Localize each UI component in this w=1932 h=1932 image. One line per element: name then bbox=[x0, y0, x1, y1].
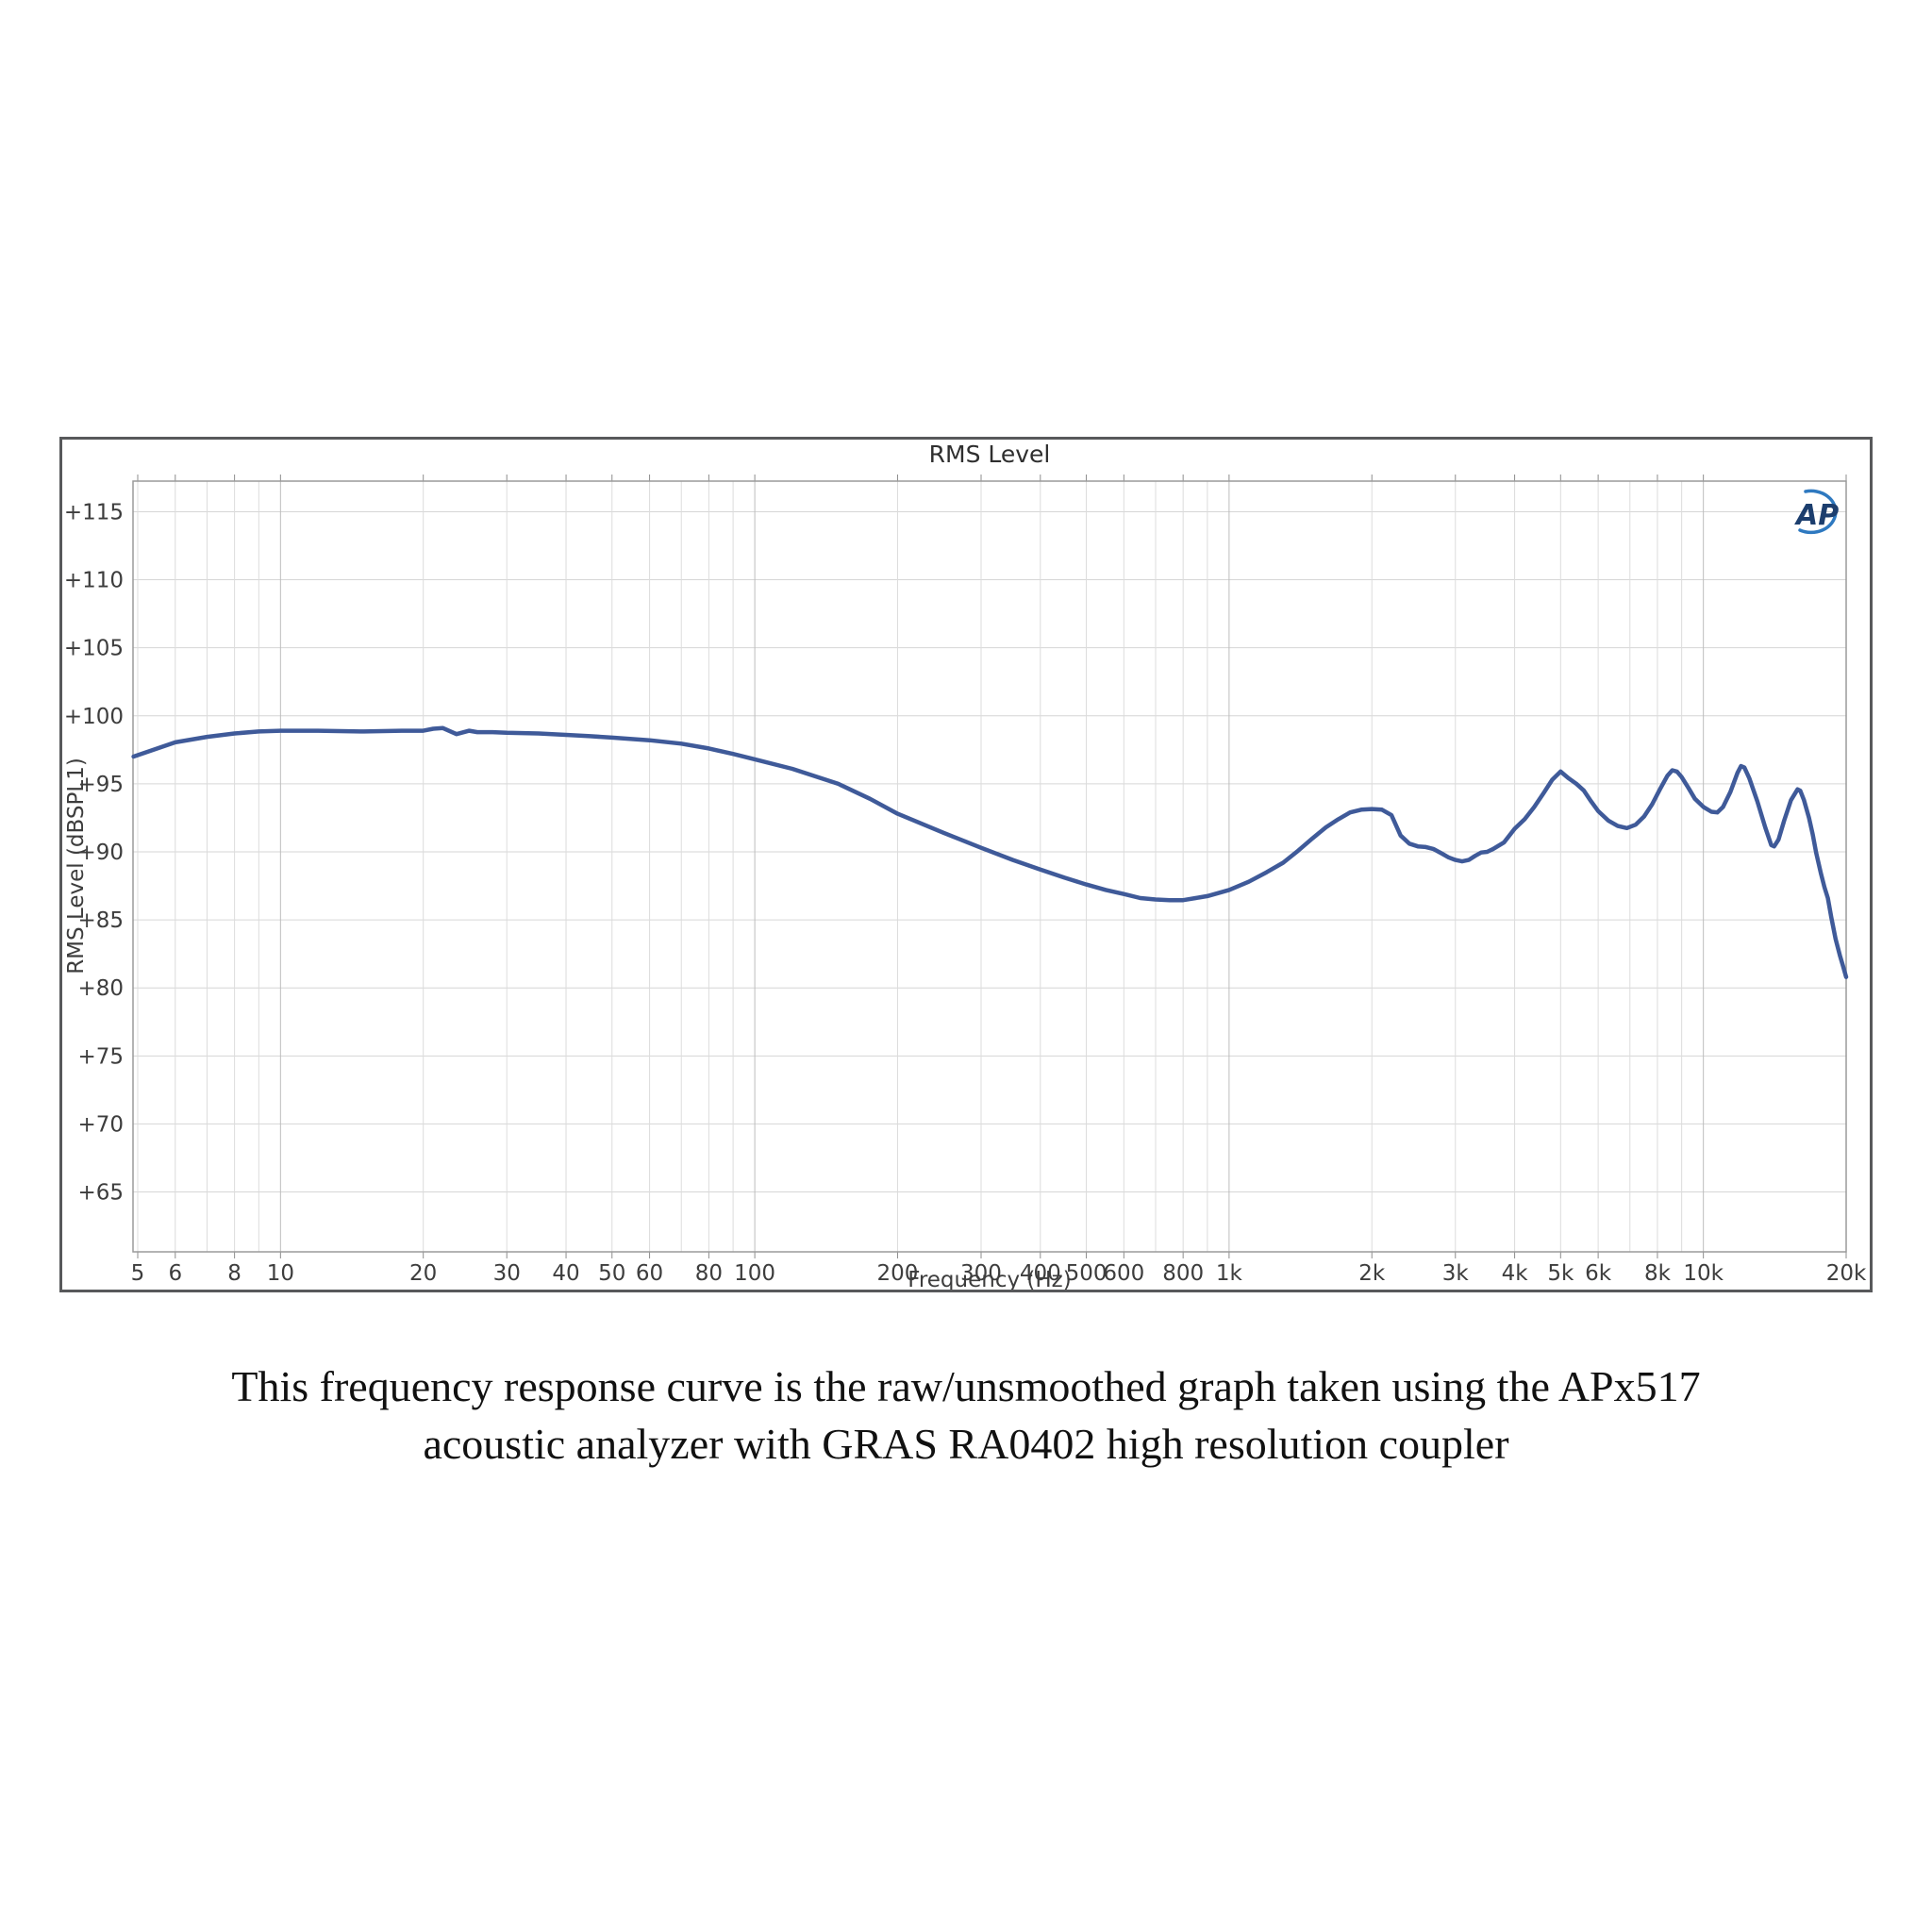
x-tick-label: 300 bbox=[960, 1261, 1002, 1286]
y-tick-label: +115 bbox=[64, 500, 124, 525]
x-tick-label: 500 bbox=[1066, 1261, 1108, 1286]
y-tick-label: +65 bbox=[77, 1181, 124, 1206]
y-tick-label: +70 bbox=[77, 1112, 124, 1137]
y-tick-label: +110 bbox=[64, 569, 124, 593]
x-tick-label: 20 bbox=[409, 1261, 437, 1286]
frequency-response-plot: Frequency (Hz) RMS Level (dBSPL1) +115+1… bbox=[64, 475, 1867, 1290]
x-tick-label: 5 bbox=[131, 1261, 145, 1286]
ap-logo-text: AP bbox=[1794, 499, 1839, 532]
caption-line-2: acoustic analyzer with GRAS RA0402 high … bbox=[423, 1419, 1509, 1468]
plot-border bbox=[132, 480, 1847, 1253]
x-tick-label: 40 bbox=[552, 1261, 579, 1286]
x-tick-label: 600 bbox=[1103, 1261, 1144, 1286]
x-tick-label: 4k bbox=[1502, 1261, 1529, 1286]
x-tick-label: 80 bbox=[695, 1261, 723, 1286]
x-tick-label: 2k bbox=[1358, 1261, 1386, 1286]
response-curve bbox=[131, 725, 1849, 979]
x-tick-label: 10 bbox=[267, 1261, 294, 1286]
x-axis-title: Frequency (Hz) bbox=[908, 1268, 1071, 1290]
caption-line-1: This frequency response curve is the raw… bbox=[231, 1362, 1701, 1410]
y-tick-label: +95 bbox=[77, 773, 124, 797]
x-tick-label: 800 bbox=[1162, 1261, 1204, 1286]
x-ticks bbox=[137, 475, 1847, 1258]
x-tick-label: 400 bbox=[1020, 1261, 1061, 1286]
y-tick-label: +90 bbox=[77, 841, 124, 865]
ap-logo-swoosh-icon bbox=[1798, 489, 1838, 535]
x-tick-label: 50 bbox=[598, 1261, 625, 1286]
y-tick-labels: +115 +110 +105 +100 +95 +90 +85 +80 +75 +70 +65 bbox=[64, 500, 124, 1205]
y-tick-label: +85 bbox=[77, 908, 124, 933]
y-tick-label: +75 bbox=[77, 1044, 124, 1069]
y-axis-title: RMS Level (dBSPL1) bbox=[64, 758, 89, 974]
x-tick-label: 10k bbox=[1683, 1261, 1724, 1286]
x-tick-label: 6k bbox=[1585, 1261, 1612, 1286]
chart-panel: RMS Level Frequency (Hz) RMS Level (dBSP… bbox=[59, 437, 1873, 1292]
y-tick-label: +100 bbox=[64, 705, 124, 729]
x-tick-label: 200 bbox=[877, 1261, 919, 1286]
chart-title: RMS Level bbox=[928, 441, 1051, 468]
x-tick-label: 30 bbox=[493, 1261, 521, 1286]
x-tick-label: 8 bbox=[227, 1261, 242, 1286]
x-tick-label: 8k bbox=[1644, 1261, 1672, 1286]
y-tick-label: +105 bbox=[64, 637, 124, 661]
x-tick-label: 60 bbox=[636, 1261, 663, 1286]
x-tick-label: 20k bbox=[1826, 1261, 1867, 1286]
x-gridlines bbox=[137, 481, 1847, 1252]
y-tick-label: +80 bbox=[77, 976, 124, 1001]
x-tick-label: 3k bbox=[1442, 1261, 1470, 1286]
x-tick-label: 6 bbox=[168, 1261, 182, 1286]
x-tick-label: 1k bbox=[1216, 1261, 1243, 1286]
caption: This frequency response curve is the raw… bbox=[30, 1358, 1902, 1473]
x-tick-label: 5k bbox=[1547, 1261, 1574, 1286]
ap-logo: AP bbox=[1794, 489, 1839, 535]
x-tick-label: 100 bbox=[734, 1261, 775, 1286]
